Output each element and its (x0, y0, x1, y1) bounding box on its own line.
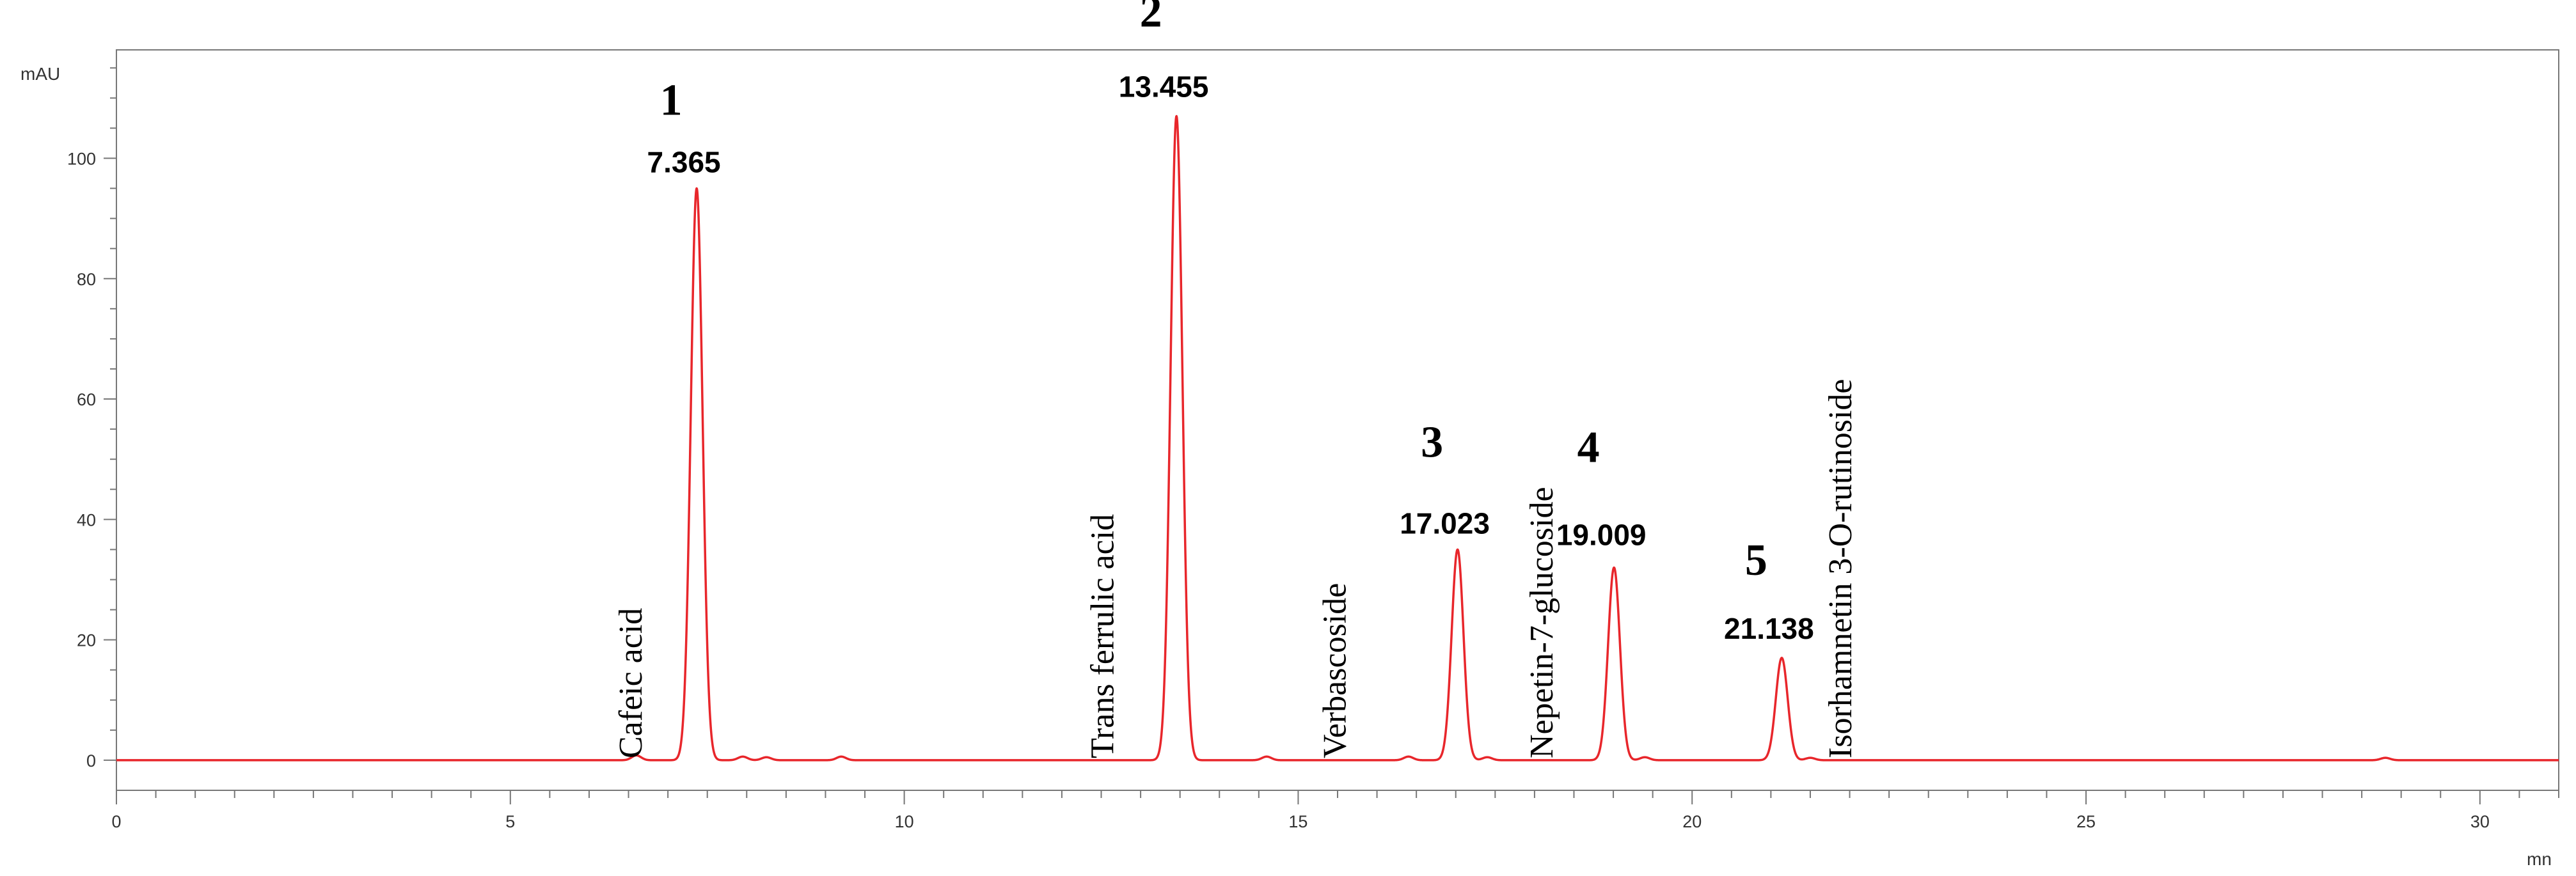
compound-name-label: Cafeic acid (613, 608, 649, 758)
compound-name-label: Verbascoside (1317, 583, 1354, 758)
y-tick-label: 80 (77, 270, 96, 289)
x-tick-label: 20 (1682, 812, 1702, 831)
peak-retention-time-label: 7.365 (647, 146, 721, 179)
compound-name-label: Isorhamnetin 3-O-rutinoside (1822, 379, 1859, 758)
peak-number-label: 5 (1745, 536, 1767, 585)
x-axis-unit: mn (2527, 849, 2552, 869)
peak-retention-time-label: 21.138 (1724, 612, 1814, 645)
y-tick-label: 0 (86, 751, 96, 770)
chromatogram-line (115, 114, 2560, 762)
x-tick-label: 15 (1288, 812, 1308, 831)
y-tick-label: 40 (77, 510, 96, 529)
x-tick-label: 30 (2470, 812, 2490, 831)
x-tick-label: 5 (505, 812, 515, 831)
y-tick-label: 20 (77, 631, 96, 650)
x-tick-label: 0 (111, 812, 121, 831)
y-axis-unit: mAU (20, 64, 60, 84)
compound-name-label: Nepetin-7-glucoside (1524, 487, 1560, 758)
y-tick-label: 100 (67, 149, 96, 168)
x-tick-label: 10 (895, 812, 914, 831)
x-tick-label: 25 (2076, 812, 2096, 831)
peak-number-label: 4 (1577, 423, 1600, 473)
peak-retention-time-label: 13.455 (1119, 70, 1209, 104)
peak-number-label: 1 (660, 76, 683, 125)
compound-name-label: Trans ferrulic acid (1085, 514, 1121, 758)
peak-number-label: 3 (1421, 418, 1443, 467)
chromatogram-trace-group (115, 114, 2560, 762)
y-tick-label: 60 (77, 390, 96, 409)
peak-retention-time-label: 17.023 (1400, 506, 1490, 540)
peak-number-label: 2 (1140, 0, 1162, 37)
peak-annotations: 7.365 1 Cafeic acid 13.455 2 Trans ferrulic a… (613, 0, 1859, 758)
peak-retention-time-label: 19.009 (1556, 519, 1647, 552)
